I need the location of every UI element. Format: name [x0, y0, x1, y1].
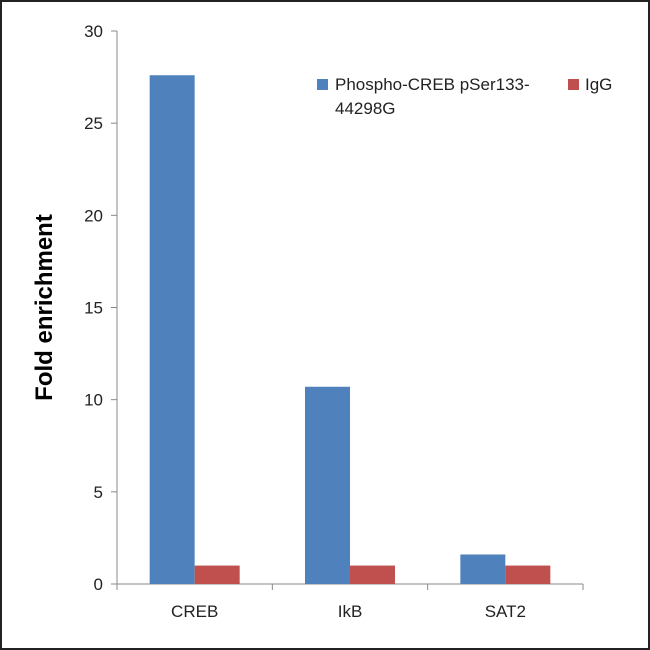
- legend-swatch-igg: [568, 79, 579, 90]
- y-tick-label: 10: [84, 391, 103, 410]
- y-tick-label: 15: [84, 299, 103, 318]
- y-tick-label: 25: [84, 114, 103, 133]
- x-tick-label: IkB: [338, 602, 363, 621]
- x-tick-label: SAT2: [485, 602, 526, 621]
- x-ticks: CREB IkB SAT2: [116, 584, 584, 621]
- legend-label-igg: IgG: [585, 75, 612, 94]
- bars: [149, 75, 551, 585]
- bar-sat2-igg: [505, 565, 551, 584]
- legend-label-phospho-creb-line2: 44298G: [335, 99, 396, 118]
- legend: Phospho-CREB pSer133- 44298G IgG: [317, 75, 612, 118]
- y-axis-label: Fold enrichment: [31, 214, 58, 401]
- bar-creb-phospho-creb: [149, 75, 195, 585]
- y-tick-label: 5: [94, 483, 103, 502]
- bar-sat2-phospho-creb: [460, 554, 506, 584]
- legend-swatch-phospho-creb: [317, 79, 328, 90]
- bar-ikb-igg: [350, 565, 395, 584]
- legend-label-phospho-creb-line1: Phospho-CREB pSer133-: [335, 75, 530, 94]
- y-tick-label: 30: [84, 22, 103, 41]
- bar-creb-igg: [194, 565, 240, 584]
- bar-ikb-phospho-creb: [305, 386, 350, 584]
- x-tick-label: CREB: [171, 602, 218, 621]
- y-ticks: 0 5 10 15 20 25 30: [84, 22, 117, 594]
- y-tick-label: 0: [94, 575, 103, 594]
- y-tick-label: 20: [84, 206, 103, 225]
